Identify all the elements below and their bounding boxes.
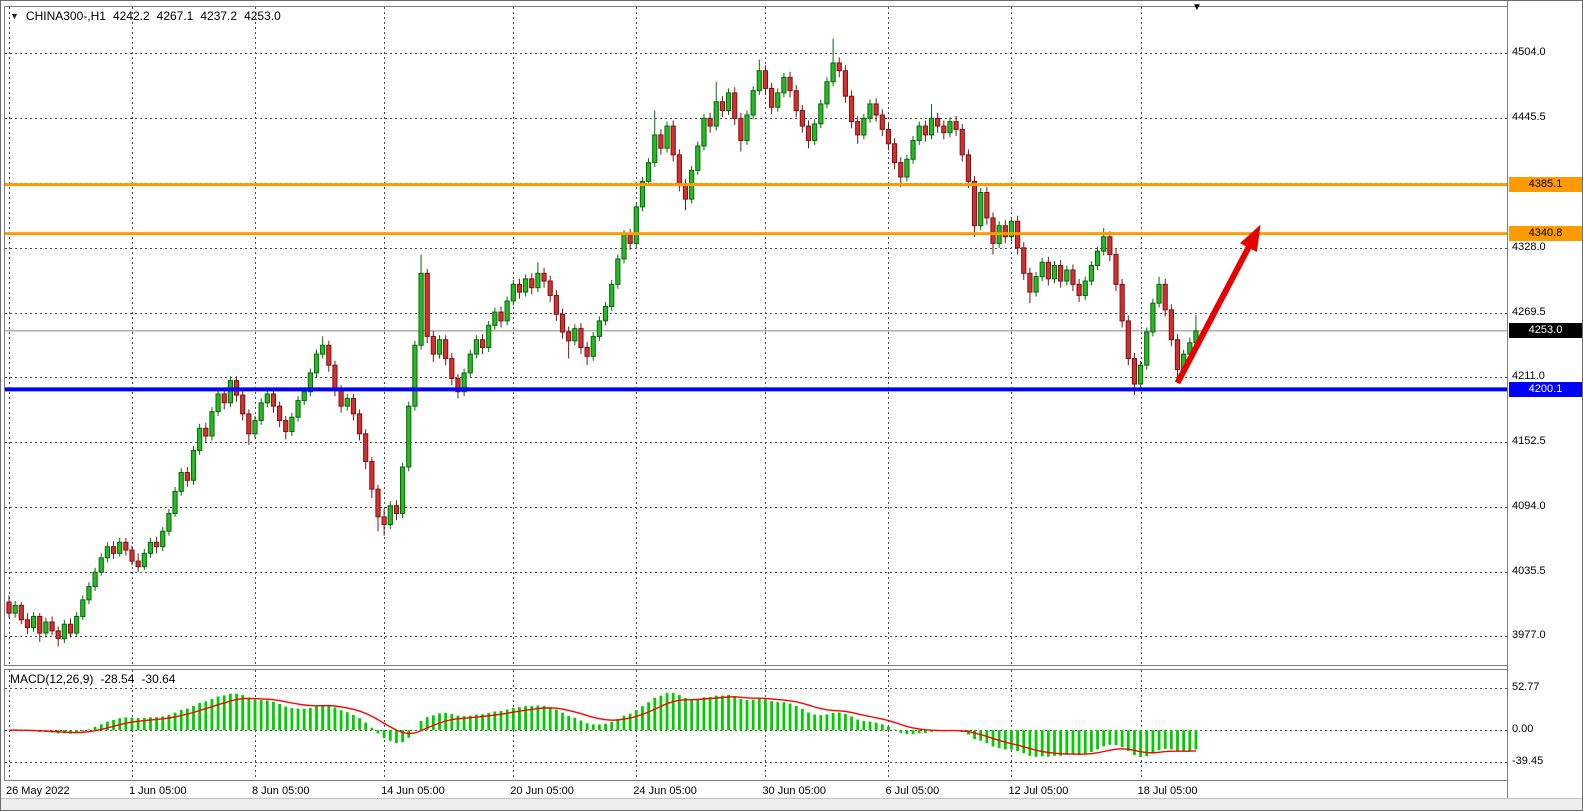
time-axis-label: 12 Jul 05:00: [1008, 785, 1069, 797]
time-axis-label: 20 Jun 05:00: [510, 785, 574, 797]
symbol-dropdown-icon: ▼: [10, 11, 19, 21]
price-axis-label: 4328.0: [1512, 240, 1546, 253]
macd-label: MACD(12,26,9): [10, 672, 94, 686]
price-axis-label: 3977.0: [1512, 629, 1546, 642]
price-tag-current: 4253.0: [1509, 323, 1582, 339]
price-axis-label: 4445.5: [1512, 110, 1546, 123]
price-axis-label: 4504.0: [1512, 46, 1546, 58]
macd-axis-label: 52.77: [1512, 681, 1540, 693]
price-tag-resistance-2: 4340.8: [1509, 226, 1582, 242]
time-axis-label: 26 May 2022: [6, 785, 70, 797]
time-axis-label: 1 Jun 05:00: [129, 785, 187, 797]
time-axis-label: 14 Jun 05:00: [381, 785, 445, 797]
price-tag-resistance-1: 4385.1: [1509, 177, 1582, 193]
macd-axis-label: 0.00: [1512, 723, 1534, 736]
time-axis-label: 8 Jun 05:00: [252, 785, 310, 797]
macd-panel-series: [8, 692, 1198, 757]
price-axis-label: 4211.0: [1512, 370, 1545, 383]
macd-signal-line: [8, 696, 1196, 755]
time-axis-label: 30 Jun 05:00: [762, 785, 827, 797]
macd-value-main: -28.54: [100, 672, 135, 686]
chart-shift-marker-icon[interactable]: ▼: [1192, 2, 1202, 13]
macd-indicator-header: MACD(12,26,9) -28.54 -30.64: [10, 672, 175, 686]
candlestick-series: [6, 38, 1199, 647]
ohlc-header: ▼ CHINA300-,H1 4242.2 4267.1 4237.2 4253…: [10, 9, 281, 23]
symbol-title: CHINA300-,H1: [25, 9, 106, 23]
trend-arrow-head[interactable]: [1240, 224, 1261, 252]
ohlc-open: 4242.2: [112, 9, 150, 23]
trend-arrow[interactable]: [1174, 242, 1253, 385]
ohlc-close: 4253.0: [244, 9, 281, 23]
time-axis-label: 6 Jul 05:00: [885, 785, 940, 797]
ohlc-low: 4237.2: [200, 9, 238, 23]
time-axis-label: 24 Jun 05:00: [633, 785, 697, 797]
ohlc-high: 4267.1: [156, 9, 194, 23]
price-axis-label: 4035.5: [1512, 564, 1546, 577]
horizontal-scrollbar[interactable]: [1, 798, 1582, 810]
macd-value-signal: -30.64: [141, 672, 176, 686]
macd-axis-label: -39.45: [1512, 754, 1544, 767]
price-tag-support: 4200.1: [1509, 381, 1582, 397]
price-axis-label: 4269.5: [1512, 305, 1546, 318]
time-axis-label: 18 Jul 05:00: [1137, 785, 1198, 797]
price-axis-label: 4094.0: [1512, 499, 1546, 512]
price-axis-label: 4152.5: [1512, 435, 1546, 448]
